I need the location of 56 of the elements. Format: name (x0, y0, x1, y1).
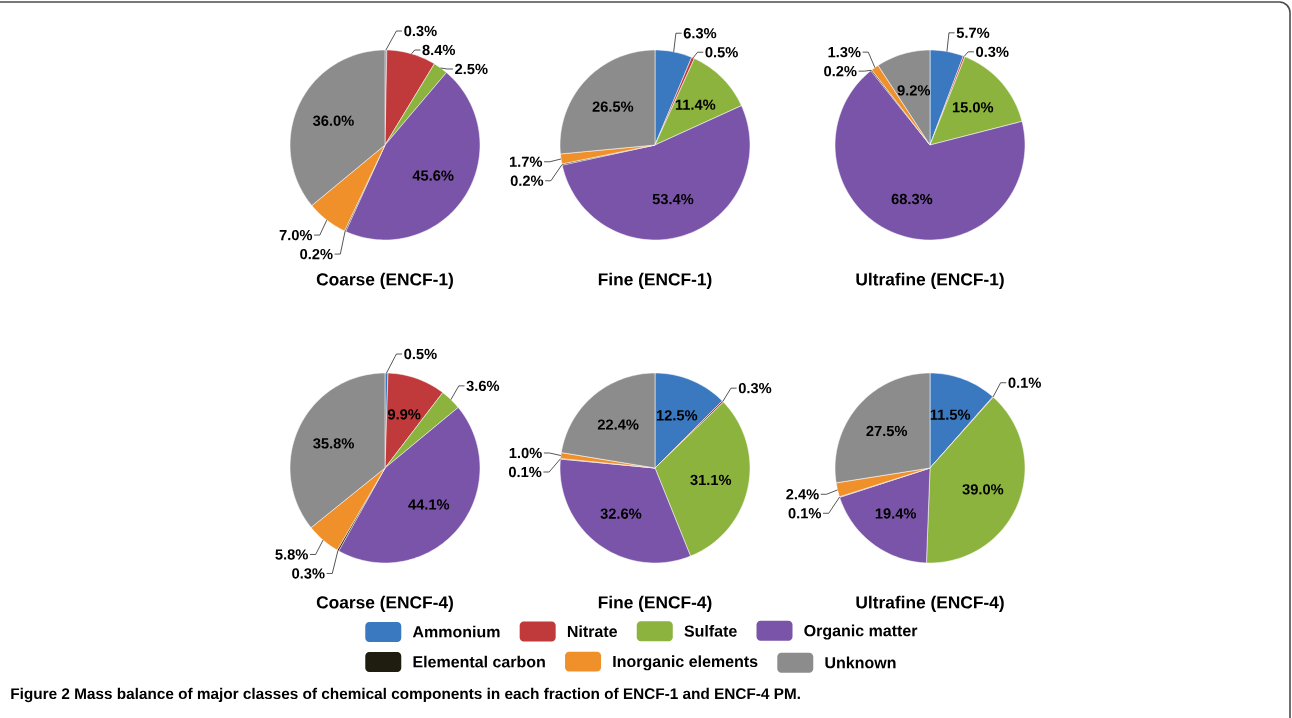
data-label: 35.8% (313, 438, 354, 449)
data-label: 1.3% (828, 46, 861, 58)
data-label: 44.1% (408, 499, 450, 510)
legend-label: Elemental carbon (413, 655, 545, 668)
data-label: 31.1% (690, 474, 732, 486)
data-label: 0.1% (1008, 377, 1041, 388)
data-label: 53.4% (652, 193, 694, 205)
data-label: 68.3% (891, 193, 933, 205)
data-label: 7.0% (279, 229, 313, 241)
data-label: 26.5% (592, 101, 634, 112)
data-label: 0.5% (705, 47, 738, 58)
legend-label: Ammonium (412, 625, 500, 638)
text: Fine (ENCF-4) (598, 595, 712, 612)
data-label: 0.3% (738, 382, 772, 394)
data-label: 22.4% (597, 419, 639, 430)
data-label: 0.3% (976, 46, 1009, 58)
legend-label: Inorganic elements (613, 655, 758, 671)
data-label: 5.7% (956, 27, 990, 39)
data-label: 9.9% (387, 409, 421, 420)
data-label: 27.5% (866, 425, 908, 437)
data-label: 0.3% (404, 25, 437, 37)
data-label: 32.6% (600, 508, 642, 519)
data-label: 0.2% (300, 248, 333, 260)
data-label: 11.4% (675, 99, 716, 110)
legend-label: Unknown (825, 656, 896, 669)
data-label: 0.1% (508, 466, 542, 478)
data-label: 2.4% (786, 489, 819, 500)
caption: Figure 2 Mass balance of major classes of chemical components in each fraction of ENCF-1 and ENCF-4 PM. (11, 687, 800, 703)
data-label: 0.2% (510, 175, 544, 186)
legend-label: Nitrate (567, 625, 617, 638)
legend-label: Organic matter (804, 624, 918, 640)
data-label: 19.4% (875, 508, 917, 519)
data-label: 0.5% (404, 348, 437, 360)
data-label: 0.1% (788, 508, 822, 519)
data-label: 36.0% (312, 115, 354, 126)
data-label: 15.0% (952, 102, 994, 113)
data-label: 45.6% (412, 170, 454, 181)
data-label: 39.0% (962, 484, 1004, 495)
data-label: 1.0% (509, 447, 542, 459)
data-label: 8.4% (422, 44, 456, 56)
data-label: 0.2% (824, 65, 857, 77)
data-label: 6.3% (683, 28, 717, 39)
data-label: 1.7% (509, 156, 543, 167)
data-label: 3.6% (466, 380, 500, 392)
data-label: 5.8% (275, 549, 308, 560)
text: Coarse (ENCF-4) (316, 595, 453, 612)
data-label: 11.5% (930, 409, 971, 420)
data-label: 9.2% (897, 85, 931, 96)
text: Ultrafine (ENCF-4) (856, 595, 1004, 612)
data-label: 2.5% (455, 63, 488, 75)
text: Ultrafine (ENCF-1) (856, 272, 1004, 289)
text: Coarse (ENCF-1) (316, 272, 453, 289)
data-label: 0.3% (292, 568, 325, 579)
legend-label: Sulfate (684, 624, 737, 637)
text: Fine (ENCF-1) (598, 272, 712, 289)
data-label: 12.5% (656, 410, 698, 421)
